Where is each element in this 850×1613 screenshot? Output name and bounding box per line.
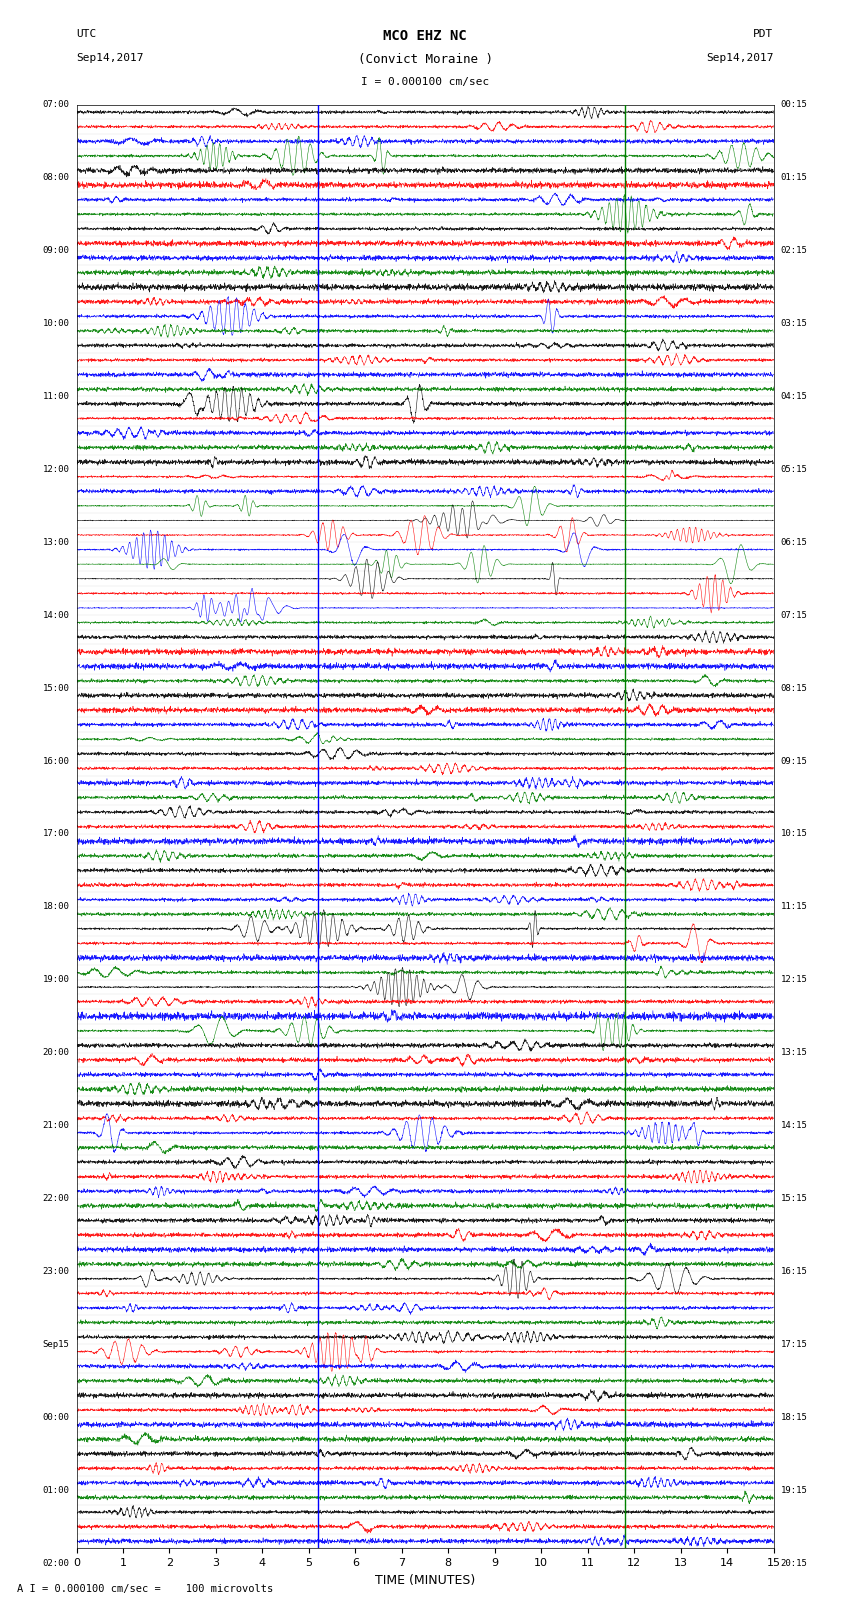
- Text: 19:15: 19:15: [780, 1486, 808, 1495]
- Text: 11:00: 11:00: [42, 392, 70, 402]
- Text: 15:00: 15:00: [42, 684, 70, 692]
- Text: 01:15: 01:15: [780, 173, 808, 182]
- Text: 04:15: 04:15: [780, 392, 808, 402]
- Text: Sep14,2017: Sep14,2017: [706, 53, 774, 63]
- Text: 18:15: 18:15: [780, 1413, 808, 1421]
- Text: 03:15: 03:15: [780, 319, 808, 327]
- Text: 17:00: 17:00: [42, 829, 70, 839]
- Text: 19:00: 19:00: [42, 976, 70, 984]
- Text: 02:15: 02:15: [780, 247, 808, 255]
- Text: 09:00: 09:00: [42, 247, 70, 255]
- Text: 20:15: 20:15: [780, 1558, 808, 1568]
- Text: A I = 0.000100 cm/sec =    100 microvolts: A I = 0.000100 cm/sec = 100 microvolts: [17, 1584, 273, 1594]
- Text: 10:15: 10:15: [780, 829, 808, 839]
- Text: 23:00: 23:00: [42, 1266, 70, 1276]
- X-axis label: TIME (MINUTES): TIME (MINUTES): [375, 1574, 475, 1587]
- Text: 13:00: 13:00: [42, 537, 70, 547]
- Text: 00:00: 00:00: [42, 1413, 70, 1421]
- Text: 07:15: 07:15: [780, 611, 808, 619]
- Text: 17:15: 17:15: [780, 1340, 808, 1348]
- Text: PDT: PDT: [753, 29, 774, 39]
- Text: 00:15: 00:15: [780, 100, 808, 110]
- Text: 08:00: 08:00: [42, 173, 70, 182]
- Text: 14:00: 14:00: [42, 611, 70, 619]
- Text: 16:15: 16:15: [780, 1266, 808, 1276]
- Text: 20:00: 20:00: [42, 1048, 70, 1057]
- Text: I = 0.000100 cm/sec: I = 0.000100 cm/sec: [361, 77, 489, 87]
- Text: 13:15: 13:15: [780, 1048, 808, 1057]
- Text: 10:00: 10:00: [42, 319, 70, 327]
- Text: 12:15: 12:15: [780, 976, 808, 984]
- Text: 02:00: 02:00: [42, 1558, 70, 1568]
- Text: 07:00: 07:00: [42, 100, 70, 110]
- Text: 18:00: 18:00: [42, 902, 70, 911]
- Text: 08:15: 08:15: [780, 684, 808, 692]
- Text: 12:00: 12:00: [42, 465, 70, 474]
- Text: 11:15: 11:15: [780, 902, 808, 911]
- Text: Sep15: Sep15: [42, 1340, 70, 1348]
- Text: 05:15: 05:15: [780, 465, 808, 474]
- Text: MCO EHZ NC: MCO EHZ NC: [383, 29, 467, 44]
- Text: UTC: UTC: [76, 29, 97, 39]
- Text: 16:00: 16:00: [42, 756, 70, 766]
- Text: 01:00: 01:00: [42, 1486, 70, 1495]
- Text: Sep14,2017: Sep14,2017: [76, 53, 144, 63]
- Text: 14:15: 14:15: [780, 1121, 808, 1131]
- Text: (Convict Moraine ): (Convict Moraine ): [358, 53, 492, 66]
- Text: 15:15: 15:15: [780, 1194, 808, 1203]
- Text: 21:00: 21:00: [42, 1121, 70, 1131]
- Text: 06:15: 06:15: [780, 537, 808, 547]
- Text: 09:15: 09:15: [780, 756, 808, 766]
- Text: 22:00: 22:00: [42, 1194, 70, 1203]
